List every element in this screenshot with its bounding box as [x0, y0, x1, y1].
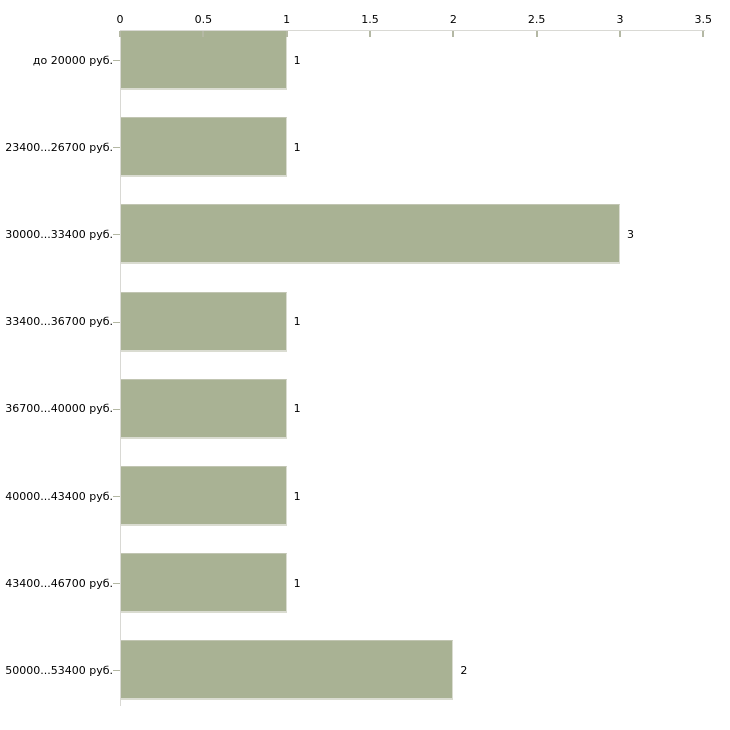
x-tick-mark — [119, 31, 121, 37]
x-tick-label: 2 — [449, 13, 457, 26]
bar — [120, 30, 287, 90]
bar-value-label: 1 — [293, 489, 301, 503]
y-tick-mark — [113, 147, 120, 149]
category-label: 23400...26700 руб. — [5, 140, 113, 154]
x-tick-label: 1.5 — [361, 13, 379, 26]
bar — [120, 204, 620, 265]
bar-value-label: 3 — [626, 227, 634, 241]
y-axis-line — [120, 30, 121, 706]
category-label: 33400...36700 руб. — [5, 315, 113, 329]
category-label: 36700...40000 руб. — [5, 402, 113, 416]
y-tick-mark — [113, 670, 120, 672]
x-tick-mark — [368, 31, 371, 37]
x-tick-mark — [285, 31, 288, 37]
x-tick-label: 1 — [283, 13, 291, 26]
x-tick-label: 2.5 — [527, 13, 546, 26]
x-tick-mark — [618, 31, 621, 37]
bar-value-label: 1 — [293, 53, 301, 67]
y-tick-mark — [113, 234, 120, 236]
x-tick-label: 3 — [616, 13, 624, 26]
bar-value-label: 1 — [293, 315, 301, 329]
x-tick-mark — [452, 31, 455, 37]
x-tick-label: 0.5 — [194, 13, 213, 26]
category-label: 40000...43400 руб. — [5, 489, 113, 503]
bar — [120, 291, 287, 352]
bar-value-label: 1 — [293, 402, 301, 416]
x-axis-line — [120, 30, 705, 31]
x-tick-mark — [702, 31, 705, 37]
bar — [120, 553, 287, 614]
y-tick-mark — [113, 583, 120, 585]
category-label: до 20000 руб. — [32, 53, 113, 67]
bar-value-label: 1 — [293, 140, 301, 154]
y-tick-mark — [113, 496, 120, 497]
category-label: 43400...46700 руб. — [5, 576, 113, 590]
x-tick-mark — [535, 31, 538, 37]
bar — [120, 640, 454, 701]
bar-value-label: 1 — [293, 576, 301, 590]
bar — [120, 466, 287, 526]
bar-value-label: 2 — [460, 663, 468, 677]
bar — [120, 117, 287, 178]
category-label: 30000...33400 руб. — [5, 227, 113, 241]
bar — [120, 378, 287, 439]
category-label: 50000...53400 руб. — [5, 663, 113, 677]
y-tick-mark — [113, 321, 120, 323]
x-tick-label: 3.5 — [694, 13, 713, 26]
y-tick-mark — [113, 60, 120, 61]
x-tick-label: 0 — [116, 13, 124, 26]
x-tick-mark — [202, 31, 205, 37]
y-tick-mark — [113, 408, 120, 410]
